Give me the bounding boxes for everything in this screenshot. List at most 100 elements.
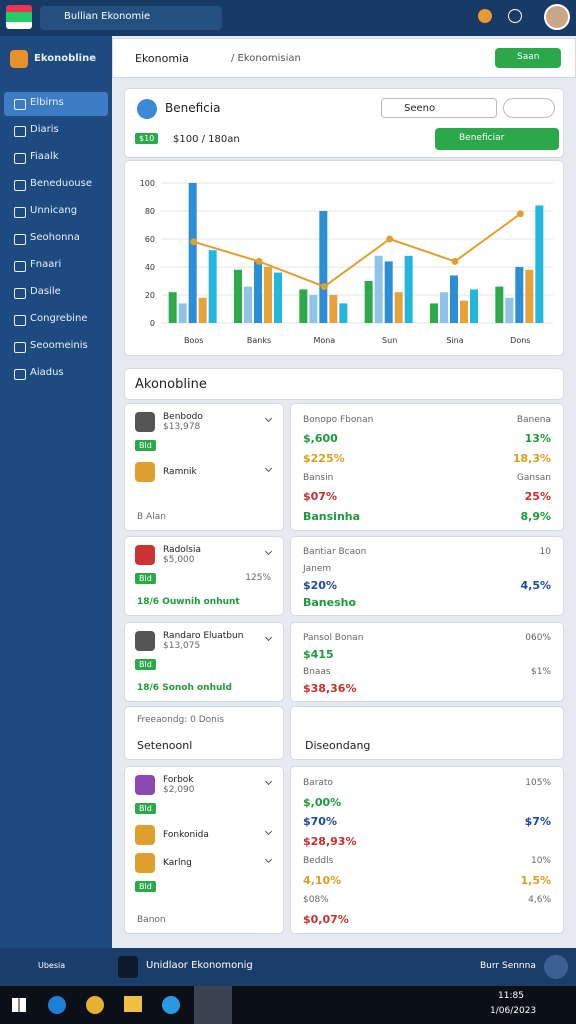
stat-right: Gansan	[516, 472, 551, 483]
account-tag: Bld	[135, 803, 156, 814]
mid-right: Diseondang	[290, 706, 564, 760]
chevron[interactable]	[264, 547, 273, 556]
chevron[interactable]	[264, 464, 273, 473]
stat-card: Bantiar Bcaon 10 Janem $20% 4,5% Banesho	[290, 536, 564, 616]
account-icon	[135, 545, 155, 565]
expand[interactable]	[544, 955, 568, 979]
notify-icon[interactable]	[478, 9, 492, 23]
bar	[384, 261, 393, 323]
bar	[535, 205, 544, 323]
nav-item[interactable]: Aiadus	[4, 362, 108, 386]
app[interactable]	[162, 996, 180, 1014]
account-row: Bld	[135, 881, 273, 895]
bar	[430, 303, 438, 323]
bar	[254, 261, 262, 323]
bar	[274, 272, 282, 323]
avatar[interactable]	[544, 4, 570, 30]
brand-icon	[10, 50, 28, 68]
account-icon	[135, 825, 155, 845]
stat-row: $28,93%	[303, 832, 551, 852]
stat-row: $70% $7%	[303, 812, 551, 832]
chrome[interactable]	[86, 996, 104, 1014]
account-foot: Banon	[137, 915, 166, 925]
edge[interactable]	[48, 996, 66, 1014]
nav-item[interactable]: Elbirns	[4, 92, 108, 116]
bar	[178, 303, 187, 323]
stat-row: $,600 13%	[303, 429, 551, 448]
bar	[198, 297, 207, 323]
stat-card: Pansol Bonan 060% $415 Bnaas $1% $38,36%	[290, 622, 564, 702]
bar	[168, 292, 177, 323]
account-card: Randaro Eluatbun $13,075 Bld 18/6 Sonoh onh…	[124, 622, 284, 702]
start[interactable]	[12, 998, 26, 1012]
x-tick-label: Sun	[382, 336, 397, 345]
nav-item[interactable]: Fiaalk	[4, 146, 108, 170]
help-icon[interactable]	[508, 9, 522, 23]
files[interactable]	[124, 996, 142, 1012]
summary-button[interactable]: Beneficiar	[435, 128, 559, 150]
stat-left: Bantiar Bcaon	[303, 546, 367, 557]
chevron[interactable]	[264, 855, 273, 864]
account-foot: B Alan	[137, 512, 166, 522]
breadcrumb: / Ekonomisian	[231, 53, 301, 64]
nav-item[interactable]: Unnicang	[4, 200, 108, 224]
stat-row: $,00%	[303, 793, 551, 813]
stat-card: Barato 105% $,00% $70% $7% $28,93% Beddls 10% 4,…	[290, 766, 564, 934]
account-row: Bld	[135, 659, 273, 673]
toggle[interactable]	[503, 98, 555, 118]
line-point	[516, 210, 524, 218]
header-title: Ekonomia	[135, 52, 189, 65]
chevron[interactable]	[264, 414, 273, 423]
summary-badge: $10	[135, 133, 159, 144]
nav-item[interactable]: Fnaari	[4, 254, 108, 278]
nav-item[interactable]: Seoomeinis	[4, 335, 108, 359]
stat-left: $07%	[303, 490, 337, 504]
stat-row: 4,10% 1,5%	[303, 871, 551, 891]
stat-right: 4,6%	[528, 894, 551, 905]
app-switcher[interactable]: Bullian Ekonomie	[40, 6, 222, 30]
account-text: Radolsia $5,000	[163, 545, 201, 565]
active-app[interactable]	[194, 986, 232, 1024]
bar	[299, 289, 308, 323]
header-button[interactable]: Saan	[495, 48, 561, 68]
y-tick-label: 20	[145, 291, 155, 300]
account-icon	[135, 631, 155, 651]
account-tag: Bld	[135, 440, 156, 451]
select[interactable]: Seeno	[381, 98, 497, 118]
account-icon	[135, 853, 155, 873]
footer-app: Unidlaor Ekonomonig	[146, 960, 253, 971]
nav-item[interactable]: Beneduouse	[4, 173, 108, 197]
account-row: Bld 125%	[135, 573, 273, 587]
mid-left-title: Setenoonl	[137, 739, 193, 752]
stat-row: $415	[303, 646, 551, 663]
chevron[interactable]	[264, 633, 273, 642]
stat-right: $7%	[524, 815, 551, 829]
y-tick-label: 100	[140, 179, 155, 188]
stat-row: Bantiar Bcaon 10	[303, 543, 551, 560]
stat-left: $08%	[303, 894, 329, 905]
account-row: Bld	[135, 803, 273, 817]
stat-left: Beddls	[303, 855, 334, 866]
nav-item[interactable]: Seohonna	[4, 227, 108, 251]
nav-item[interactable]: Diaris	[4, 119, 108, 143]
chevron[interactable]	[264, 777, 273, 786]
account-card: Radolsia $5,000 Bld 125% 18/6 Ouwnih onhunt	[124, 536, 284, 616]
stat-left: Pansol Bonan	[303, 632, 364, 643]
account-tag: Bld	[135, 573, 156, 584]
app-icon	[6, 5, 32, 29]
nav-item[interactable]: Congrebine	[4, 308, 108, 332]
chevron[interactable]	[264, 827, 273, 836]
account-sub: $2,090	[163, 785, 195, 795]
bar	[329, 295, 338, 323]
line	[193, 212, 521, 288]
brand: Ekonobline	[34, 53, 96, 64]
nav-item[interactable]: Dasile	[4, 281, 108, 305]
clock: 11:85	[498, 991, 524, 1001]
stat-right: 4,5%	[520, 579, 551, 592]
bar	[244, 286, 252, 323]
stat-row: Pansol Bonan 060%	[303, 629, 551, 646]
header: Ekonomia / Ekonomisian Saan	[112, 38, 576, 78]
x-tick-label: Boos	[184, 336, 203, 345]
app-tile[interactable]	[118, 956, 138, 978]
stat-row: Banesho	[303, 594, 551, 611]
